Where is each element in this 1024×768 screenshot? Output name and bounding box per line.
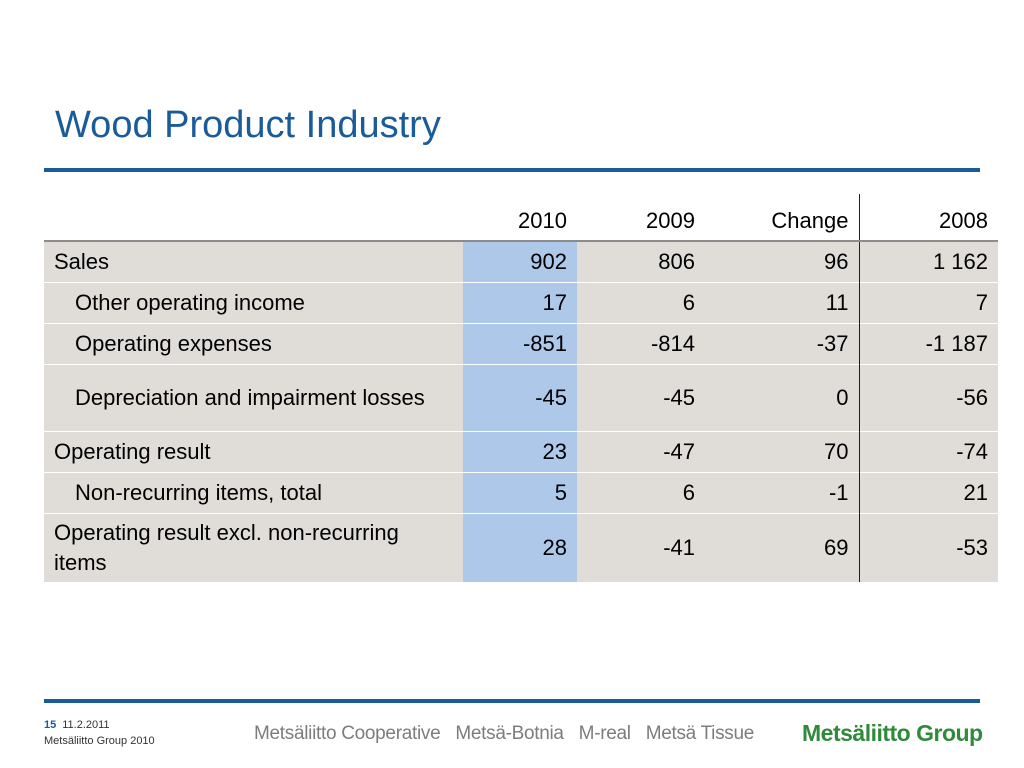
row-label: Sales <box>44 240 463 283</box>
brand-item: Metsäliitto Cooperative <box>254 723 441 744</box>
cell-2008: -1 187 <box>859 323 998 365</box>
header-2008: 2008 <box>939 208 988 233</box>
header-change: Change <box>705 194 860 241</box>
table-row: Non-recurring items, total 5 6 -1 21 <box>44 472 998 514</box>
footer-date: 11.2.2011 <box>62 719 110 731</box>
cell-2010: 902 <box>463 240 577 283</box>
slide-title: Wood Product Industry <box>55 104 441 146</box>
brand-item: M-real <box>578 723 631 744</box>
table-header-row: 2010 2009 Change 2008 <box>44 194 998 241</box>
cell-2008: 7 <box>859 282 998 324</box>
table-row: Other operating income 17 6 11 7 <box>44 282 998 324</box>
footer-info: 15 11.2.2011 Metsäliitto Group 2010 <box>44 717 155 749</box>
footer-copyright: Metsäliitto Group 2010 <box>44 735 155 747</box>
cell-2008: 21 <box>859 472 998 514</box>
cell-change: 69 <box>705 513 860 582</box>
footer-divider <box>44 699 980 703</box>
table-row: Operating expenses -851 -814 -37 -1 187 <box>44 323 998 365</box>
cell-2009: -41 <box>577 513 705 582</box>
cell-2010: 23 <box>463 431 577 473</box>
row-label: Non-recurring items, total <box>44 472 463 514</box>
cell-2008: -53 <box>859 513 998 582</box>
row-label: Operating result excl. non-recurring ite… <box>44 513 463 582</box>
cell-2010: -45 <box>463 364 577 432</box>
cell-change: 11 <box>705 282 860 324</box>
page-number: 15 <box>44 719 57 731</box>
cell-change: 96 <box>705 240 860 283</box>
table-row: Sales 902 806 96 1 162 <box>44 240 998 283</box>
row-label: Depreciation and impairment losses <box>44 364 463 432</box>
header-2009: 2009 <box>646 208 695 233</box>
metsaliitto-group-logo: Metsäliitto Group <box>802 720 983 746</box>
table-row: Operating result 23 -47 70 -74 <box>44 431 998 473</box>
cell-2009: -45 <box>577 364 705 432</box>
row-label: Operating expenses <box>44 323 463 365</box>
cell-2008: 1 162 <box>859 240 998 283</box>
row-label: Other operating income <box>44 282 463 324</box>
cell-change: 70 <box>705 431 860 473</box>
cell-change: -37 <box>705 323 860 365</box>
brand-list: Metsäliitto Cooperative Metsä-Botnia M-r… <box>254 723 764 745</box>
cell-2010: -851 <box>463 323 577 365</box>
row-label: Operating result <box>44 431 463 473</box>
cell-2008: -56 <box>859 364 998 432</box>
cell-2009: 6 <box>577 282 705 324</box>
financial-table: 2010 2009 Change 2008 Sales 902 806 96 1… <box>44 194 998 582</box>
cell-2009: -47 <box>577 431 705 473</box>
brand-item: Metsä Tissue <box>645 723 755 744</box>
cell-2009: 6 <box>577 472 705 514</box>
cell-change: -1 <box>705 472 860 514</box>
header-label <box>44 194 463 241</box>
cell-2009: -814 <box>577 323 705 365</box>
cell-2010: 17 <box>463 282 577 324</box>
cell-2010: 5 <box>463 472 577 514</box>
brand-item: Metsä-Botnia <box>455 723 564 744</box>
header-2010: 2010 <box>518 208 567 233</box>
table-row: Depreciation and impairment losses -45 -… <box>44 364 998 432</box>
title-divider <box>44 168 980 172</box>
table-row: Operating result excl. non-recurring ite… <box>44 513 998 582</box>
financial-table-container: 2010 2009 Change 2008 Sales 902 806 96 1… <box>44 194 998 582</box>
cell-2009: 806 <box>577 240 705 283</box>
cell-2008: -74 <box>859 431 998 473</box>
cell-2010: 28 <box>463 513 577 582</box>
cell-change: 0 <box>705 364 860 432</box>
